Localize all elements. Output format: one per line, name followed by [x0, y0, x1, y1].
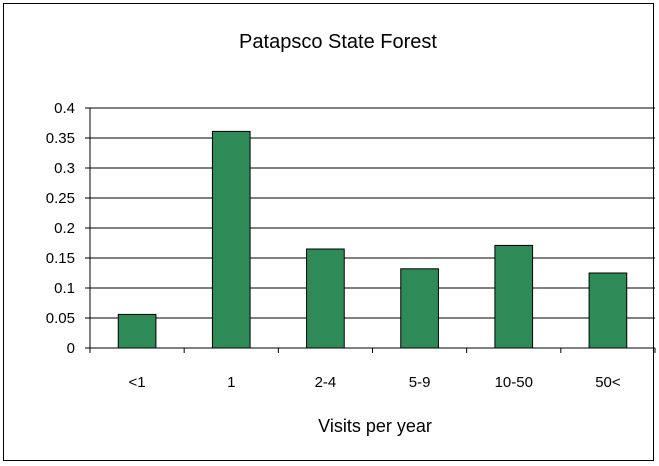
bar: [306, 248, 345, 349]
x-tick-label: 10-50: [495, 374, 533, 391]
chart-title: Patapsco State Forest: [239, 31, 437, 53]
y-tick-label: 0.25: [46, 190, 75, 207]
bar: [211, 130, 251, 349]
x-axis-label: Visits per year: [318, 416, 432, 436]
y-tick-label: 0.4: [54, 100, 75, 117]
bars: [117, 130, 628, 349]
gridlines: [90, 107, 655, 319]
y-tick-label: 0.2: [54, 220, 75, 237]
chart-frame: [3, 3, 654, 461]
bar: [400, 268, 439, 349]
y-tick-label: 0: [67, 340, 75, 357]
bar: [588, 272, 628, 349]
x-tick-label: 50<: [595, 374, 621, 391]
y-tick-label: 0.1: [54, 280, 75, 297]
x-tick-label: <1: [129, 374, 146, 391]
bar: [494, 244, 534, 349]
x-tick-label: 2-4: [315, 374, 337, 391]
y-axis-ticks: 0 0.05 0.1 0.15 0.2 0.25 0.3 0.35 0.4: [46, 100, 90, 357]
bar: [117, 313, 157, 349]
x-tick-label: 5-9: [409, 374, 431, 391]
x-tick-label: 1: [227, 374, 235, 391]
x-axis-ticks: <1 1 2-4 5-9 10-50 50<: [89, 348, 656, 391]
y-tick-label: 0.35: [46, 130, 75, 147]
y-tick-label: 0.05: [46, 310, 75, 327]
y-tick-label: 0.3: [54, 160, 75, 177]
y-tick-label: 0.15: [46, 250, 75, 267]
